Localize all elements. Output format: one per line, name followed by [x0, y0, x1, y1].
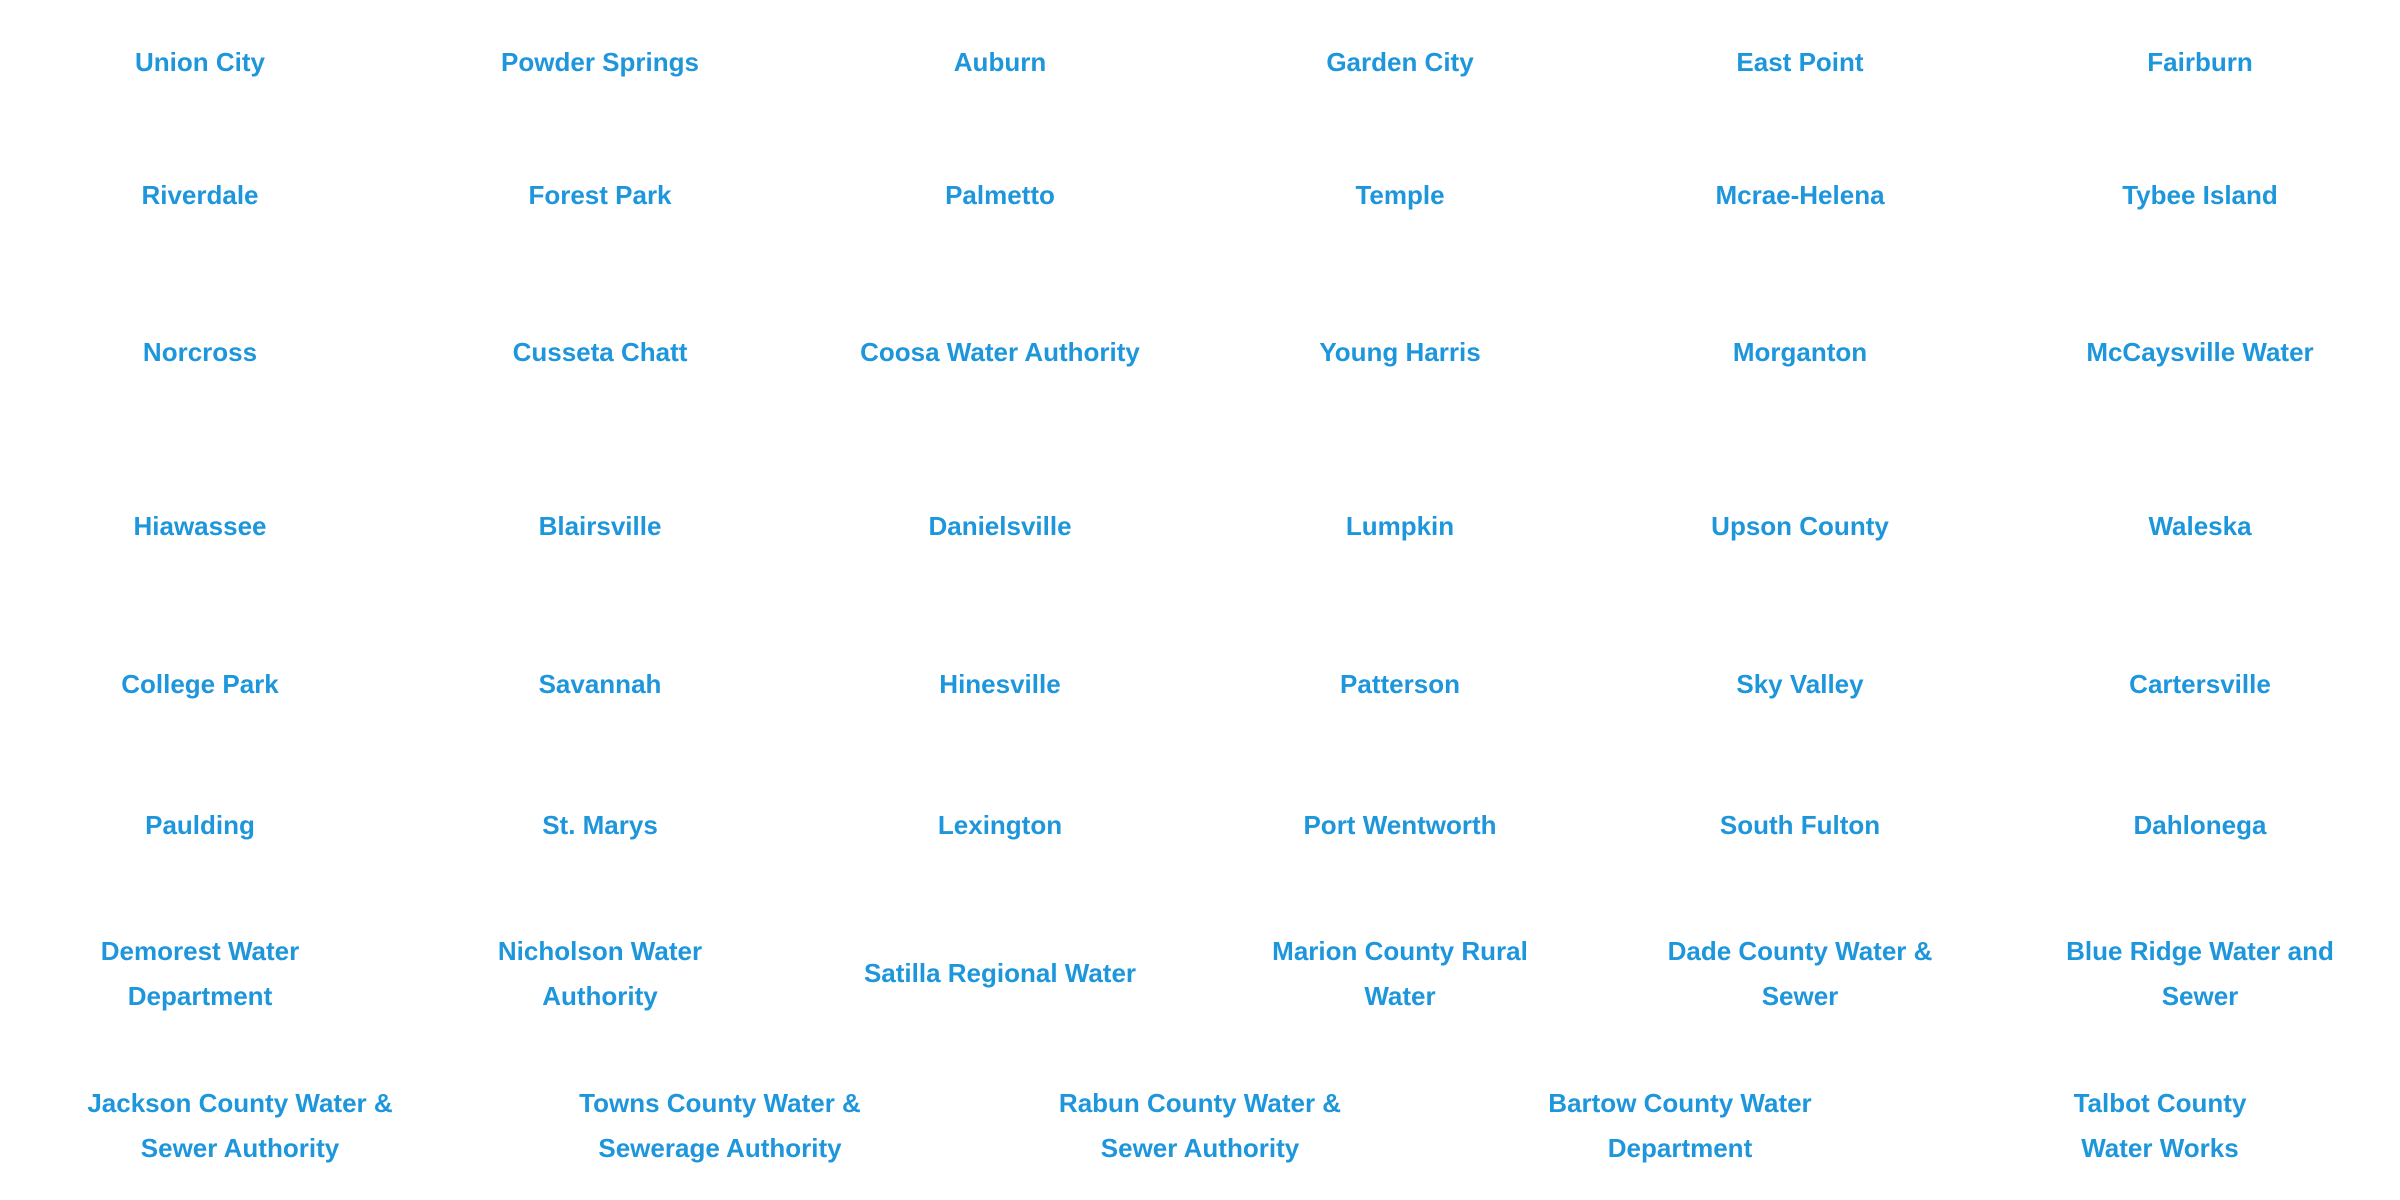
- utility-link[interactable]: Patterson: [1340, 668, 1460, 699]
- utility-link[interactable]: Nicholson Water Authority: [497, 935, 703, 1011]
- utility-link[interactable]: Norcross: [142, 337, 258, 367]
- utility-link[interactable]: Talbot County Water Works: [2073, 1087, 2247, 1163]
- utility-link[interactable]: Tybee Island: [2122, 180, 2278, 210]
- utility-link[interactable]: Waleska: [2148, 510, 2252, 541]
- utility-link[interactable]: Hiawassee: [133, 510, 267, 541]
- utility-link[interactable]: College Park: [121, 668, 279, 699]
- utility-link[interactable]: Port Wentworth: [1303, 810, 1497, 840]
- utility-link[interactable]: Marion County Rural Water: [1272, 935, 1528, 1011]
- utility-link[interactable]: Dahlonega: [2133, 810, 2267, 840]
- utility-link[interactable]: Bartow County Water Department: [1548, 1087, 1812, 1163]
- utility-link[interactable]: Towns County Water & Sewerage Authority: [579, 1087, 861, 1163]
- utility-link[interactable]: Paulding: [145, 810, 255, 840]
- utility-link[interactable]: Danielsville: [928, 510, 1072, 541]
- utility-link[interactable]: Demorest Water Department: [100, 935, 300, 1011]
- utility-link[interactable]: Rabun County Water & Sewer Authority: [1058, 1087, 1342, 1163]
- utility-link[interactable]: East Point: [1736, 47, 1864, 77]
- utility-link[interactable]: Blue Ridge Water and Sewer: [2066, 935, 2334, 1011]
- utility-link[interactable]: Union City: [135, 47, 265, 77]
- utility-link[interactable]: Morganton: [1732, 337, 1868, 367]
- utility-link[interactable]: Savannah: [538, 668, 662, 699]
- utility-link[interactable]: Powder Springs: [501, 47, 699, 77]
- utility-link[interactable]: Palmetto: [945, 180, 1055, 210]
- utility-link[interactable]: South Fulton: [1719, 810, 1881, 840]
- utility-link[interactable]: Young Harris: [1319, 337, 1481, 367]
- utility-link[interactable]: Garden City: [1326, 47, 1474, 77]
- utility-link[interactable]: Lumpkin: [1345, 510, 1455, 541]
- utility-link[interactable]: Cusseta Chatt: [512, 337, 688, 367]
- utility-link[interactable]: Cartersville: [2129, 668, 2271, 699]
- utility-link[interactable]: Fairburn: [2147, 47, 2253, 77]
- utility-link[interactable]: Mcrae-Helena: [1715, 180, 1885, 210]
- utility-link[interactable]: McCaysville Water: [2086, 337, 2314, 367]
- utility-link[interactable]: St. Marys: [542, 810, 658, 840]
- utility-link[interactable]: Satilla Regional Water: [863, 958, 1137, 988]
- utility-link[interactable]: Forest Park: [528, 180, 672, 210]
- utility-link[interactable]: Coosa Water Authority: [860, 337, 1140, 367]
- utility-link[interactable]: Lexington: [937, 810, 1063, 840]
- utility-link[interactable]: Temple: [1355, 180, 1445, 210]
- utility-link[interactable]: Sky Valley: [1736, 668, 1864, 699]
- utility-link[interactable]: Upson County: [1711, 510, 1889, 541]
- utility-link[interactable]: Blairsville: [538, 510, 662, 541]
- utility-link[interactable]: Dade County Water & Sewer: [1667, 935, 1933, 1011]
- utility-link[interactable]: Jackson County Water & Sewer Authority: [87, 1087, 393, 1163]
- utility-link[interactable]: Auburn: [953, 47, 1047, 77]
- utility-link[interactable]: Riverdale: [141, 180, 259, 210]
- utility-link[interactable]: Hinesville: [939, 668, 1061, 699]
